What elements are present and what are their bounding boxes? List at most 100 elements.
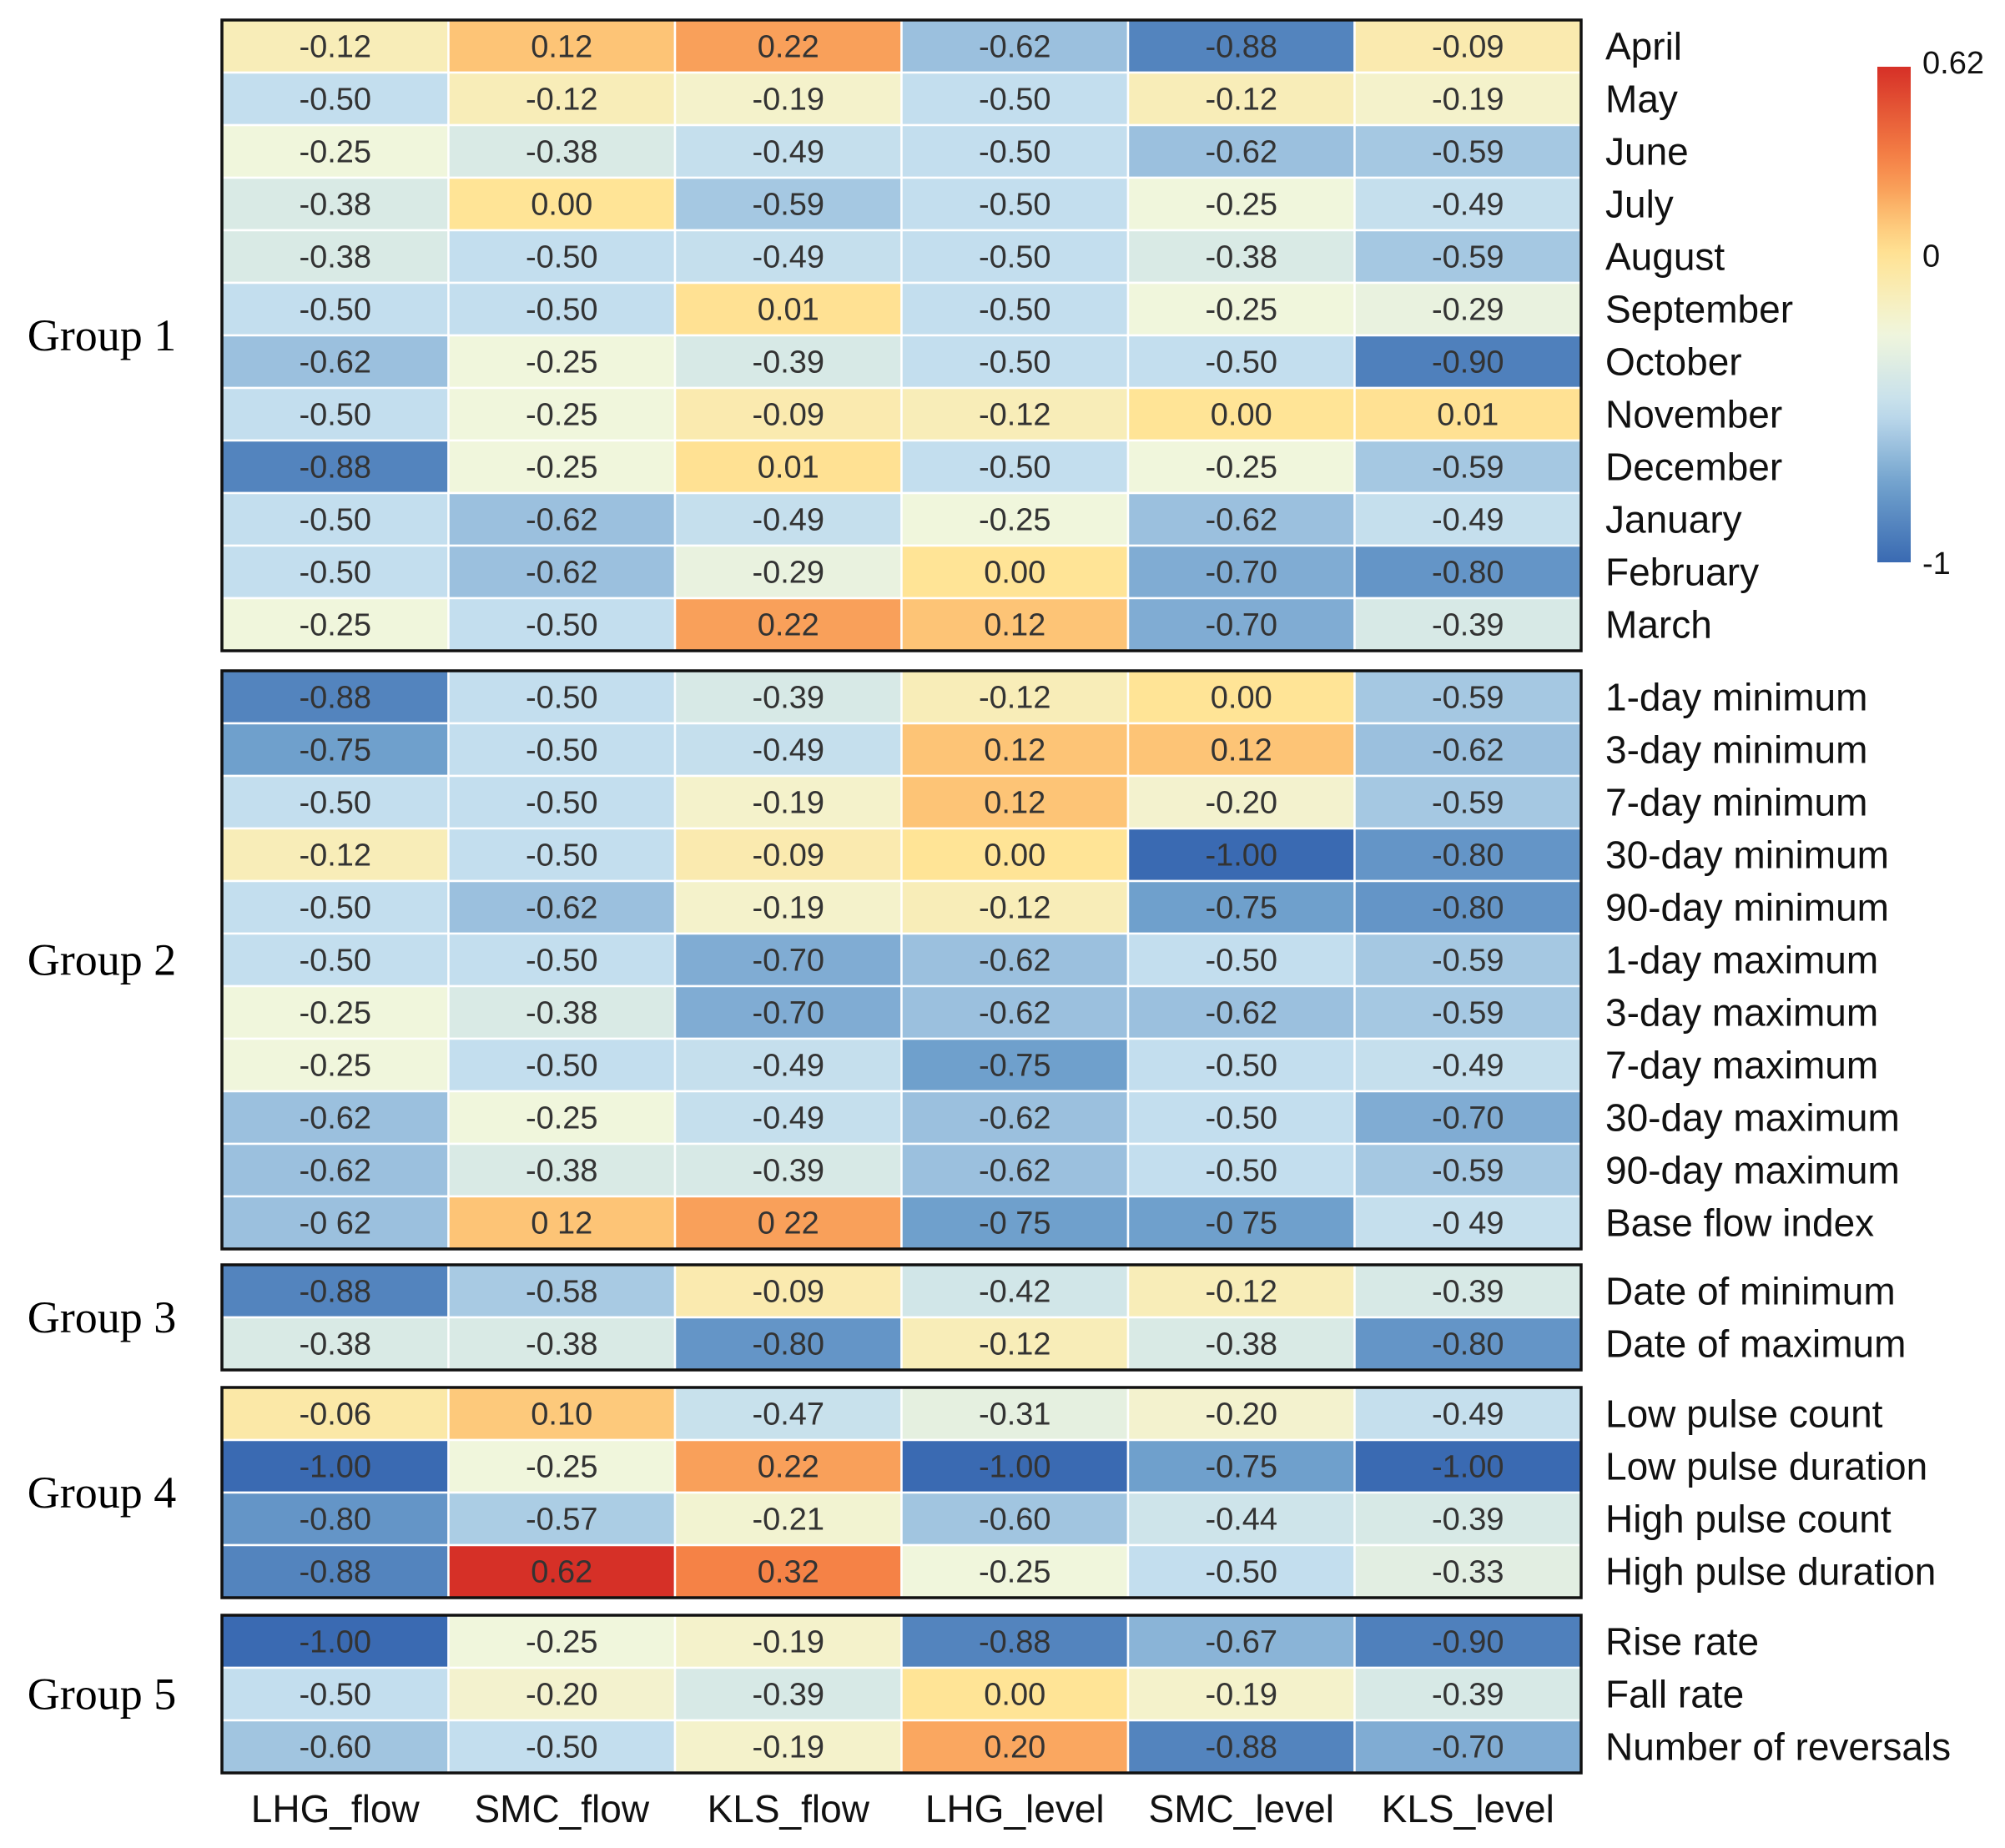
heatmap-cell	[1126, 722, 1356, 778]
heatmap-cell	[1353, 281, 1583, 337]
cell-value-label: -0.50	[299, 556, 371, 591]
cell-value-label: -0.62	[526, 891, 598, 926]
cell-value-label: -0 62	[299, 1206, 371, 1241]
heatmap-cell	[1353, 827, 1583, 883]
row-label: August	[1605, 235, 1725, 279]
cell-value-label: -0.44	[1205, 1503, 1277, 1538]
cell-value-label: -0.88	[1205, 30, 1277, 65]
cell-value-label: -0.39	[752, 345, 824, 380]
row-label: March	[1605, 603, 1712, 647]
cell-value-label: 0.12	[984, 608, 1045, 643]
heatmap-cell	[1126, 774, 1356, 830]
cell-value-label: -0.75	[299, 733, 371, 768]
row-label: October	[1605, 340, 1742, 384]
cell-value-label: -0.49	[752, 240, 824, 275]
heatmap-cell	[447, 18, 677, 74]
cell-value-label: -0.19	[1432, 83, 1504, 118]
heatmap-cell	[447, 123, 677, 179]
heatmap-cell	[220, 491, 450, 547]
heatmap-cell	[220, 1438, 450, 1494]
cell-value-label: -0.25	[1205, 451, 1277, 486]
cell-value-label: -0.62	[979, 1101, 1051, 1136]
cell-value-label: -1.00	[299, 1450, 371, 1485]
cell-value-label: -0.62	[526, 503, 598, 538]
cell-value-label: -0.90	[1432, 1625, 1504, 1660]
cell-value-label: -0.50	[299, 293, 371, 328]
cell-value-label: -0.25	[526, 1450, 598, 1485]
heatmap-cell	[1353, 597, 1583, 652]
cell-value-label: -0.70	[1432, 1730, 1504, 1765]
heatmap-cell	[900, 1090, 1130, 1146]
column-label: SMC_level	[1149, 1787, 1334, 1830]
cell-value-label: -0.39	[1432, 1503, 1504, 1538]
heatmap-cell	[447, 1614, 677, 1669]
heatmap-cell	[1126, 176, 1356, 232]
heatmap-cell	[1353, 1491, 1583, 1547]
cell-value-label: 0.00	[984, 838, 1045, 874]
cell-value-label: -0.50	[526, 944, 598, 979]
cell-value-label: -0.20	[526, 1678, 598, 1713]
cell-value-label: -0.88	[299, 1275, 371, 1310]
heatmap-cell	[673, 879, 903, 935]
heatmap-cell	[1126, 1543, 1356, 1599]
heatmap-cell	[900, 722, 1130, 778]
cell-value-label: -0.09	[752, 1275, 824, 1310]
row-label: Fall rate	[1605, 1673, 1744, 1716]
cell-value-label: -0.50	[1205, 1101, 1277, 1136]
cell-value-label: -0.59	[1432, 135, 1504, 170]
cell-value-label: -1.00	[1205, 838, 1277, 874]
heatmap-cell	[900, 123, 1130, 179]
cell-value-label: -0.50	[526, 1049, 598, 1084]
heatmap-cell	[900, 1037, 1130, 1093]
heatmap-cell	[220, 597, 450, 652]
cell-value-label: -0.50	[979, 83, 1051, 118]
cell-value-label: 0 22	[758, 1206, 819, 1241]
heatmap-cell	[900, 544, 1130, 600]
cell-value-label: -0.25	[299, 608, 371, 643]
row-label: Date of maximum	[1605, 1322, 1906, 1366]
cell-value-label: -0.62	[979, 996, 1051, 1031]
row-label: 30-day maximum	[1605, 1096, 1900, 1140]
cell-value-label: -0.50	[1205, 1049, 1277, 1084]
cell-value-label: -0.80	[1432, 838, 1504, 874]
cell-value-label: -0.50	[979, 188, 1051, 223]
cell-value-label: -0.88	[1205, 1730, 1277, 1765]
heatmap-cell	[1126, 123, 1356, 179]
colorbar-tick-label: 0	[1922, 239, 1940, 274]
cell-value-label: -0 75	[1205, 1206, 1277, 1241]
row-label: Number of reversals	[1605, 1725, 1951, 1769]
cell-value-label: -0.62	[1205, 135, 1277, 170]
cell-value-label: 0.00	[1211, 681, 1272, 716]
cell-value-label: -0.29	[752, 556, 824, 591]
cell-value-label: -0.09	[752, 838, 824, 874]
heatmap-cell	[220, 386, 450, 442]
heatmap-cell	[673, 932, 903, 988]
heatmap-cell	[220, 176, 450, 232]
heatmap-cell	[220, 1719, 450, 1775]
heatmap-cell	[220, 439, 450, 495]
row-label: May	[1605, 78, 1678, 121]
heatmap-cell	[220, 544, 450, 600]
cell-value-label: -0.38	[526, 996, 598, 1031]
row-label: High pulse duration	[1605, 1550, 1936, 1594]
cell-value-label: -0.20	[1205, 786, 1277, 821]
heatmap-cell	[673, 1142, 903, 1198]
group-frame	[220, 1386, 1583, 1599]
cell-value-label: -0.59	[1432, 944, 1504, 979]
row-label: High pulse count	[1605, 1498, 1892, 1541]
cell-value-label: -0.50	[979, 240, 1051, 275]
cell-value-label: -0.50	[979, 451, 1051, 486]
heatmap-cell	[1353, 439, 1583, 495]
heatmap-cell	[900, 176, 1130, 232]
cell-value-label: -0.25	[1205, 293, 1277, 328]
group-block-3: -0.88 -0.58 -0.09 -0.42 -0.12 -0.39 -0.38 -0.38…	[220, 1263, 1583, 1372]
cell-value-label: -0.62	[1205, 503, 1277, 538]
heatmap-cell	[447, 176, 677, 232]
cell-value-label: -0.75	[1205, 1450, 1277, 1485]
cell-value-label: -0.88	[299, 451, 371, 486]
cell-value-label: -0.59	[752, 188, 824, 223]
cell-value-label: 0.62	[531, 1555, 592, 1590]
cell-value-label: -0.38	[526, 1327, 598, 1362]
cell-value-label: -0.62	[299, 1101, 371, 1136]
